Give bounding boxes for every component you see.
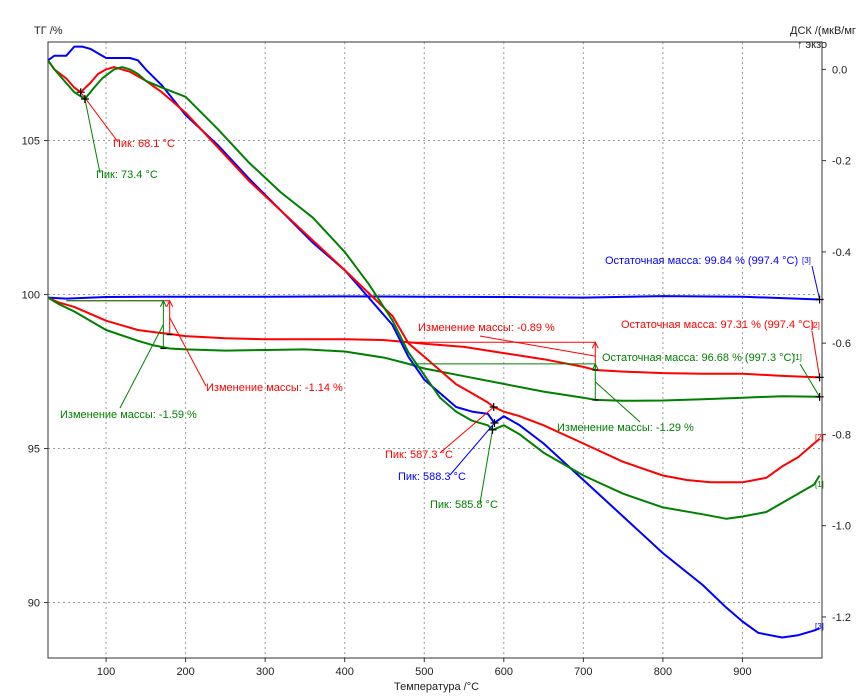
- series-tag-red-tg: [2]: [811, 321, 820, 330]
- tg-curve-blue: [47, 295, 820, 301]
- peak-leader-line: [479, 429, 494, 504]
- mass-change-label-red-2: Изменение массы: -0.89 %: [418, 322, 555, 334]
- mass-change-label-green-1: Изменение массы: -1.59 %: [60, 409, 197, 421]
- residual-mass-leader: [811, 265, 821, 300]
- series-tag-green-dsc: [1]: [815, 480, 824, 489]
- right-tick-label: -1.0: [832, 521, 851, 533]
- tg-curve-red: [47, 296, 820, 379]
- left-axis-title: ТГ /%: [34, 25, 63, 37]
- residual-mass-marker: [815, 392, 824, 401]
- dsc-curve-blue: [47, 45, 820, 639]
- axis-ticks: 100 200 300 400 500 600 700 800 900 105 100 95 90 0.0…: [22, 64, 851, 678]
- dsc-curve-green: [47, 59, 821, 520]
- residual-mass-label-blue: Остаточная масса: 99.84 % (997.4 °C): [605, 255, 798, 267]
- peak-label-green-73: Пик: 73.4 °C: [96, 169, 158, 181]
- x-tick-label: 400: [336, 666, 354, 678]
- right-axis-title: ДСК /(мкВ/мг): [790, 25, 856, 37]
- peak-label-green-585: Пик: 585.8 °C: [430, 499, 498, 511]
- mass-step-leader: [594, 381, 641, 423]
- x-tick-label: 500: [415, 666, 433, 678]
- x-tick-label: 600: [495, 666, 513, 678]
- x-axis-title: Температура /°C: [394, 681, 479, 693]
- tg-curve-green: [47, 296, 820, 402]
- peak-leader-line: [84, 98, 101, 174]
- x-tick-label: 100: [97, 666, 115, 678]
- peak-marker: [488, 425, 497, 434]
- residual-mass-label-red: Остаточная масса: 97.31 % (997.4 °C): [621, 319, 814, 331]
- mass-step-arrowhead: [166, 299, 174, 307]
- x-tick-label: 300: [256, 666, 274, 678]
- grid-lines: [48, 42, 822, 658]
- right-tick-label: -0.8: [832, 429, 851, 441]
- x-tick-label: 900: [733, 666, 751, 678]
- series-tag-green-tg: [1]: [793, 353, 802, 362]
- mass-step-leader: [479, 335, 596, 357]
- peak-leader-line: [449, 422, 495, 476]
- series-tag-blue-dsc: [3]: [815, 622, 824, 631]
- left-tick-label: 90: [28, 598, 40, 610]
- left-tick-label: 100: [22, 290, 40, 302]
- x-tick-label: 200: [176, 666, 194, 678]
- series-tag-blue-tg: [3]: [802, 256, 811, 265]
- x-tick-label: 700: [574, 666, 592, 678]
- peak-leader-line: [439, 406, 495, 454]
- mass-step-arrowhead: [591, 341, 599, 349]
- residual-mass-label-green: Остаточная масса: 96.68 % (997.3 °C): [602, 352, 795, 364]
- peak-marker: [490, 419, 499, 428]
- residual-mass-marker: [815, 373, 824, 382]
- peak-marker: [80, 95, 89, 104]
- mass-step-leader: [169, 317, 207, 387]
- right-axis-subtitle: ↑ экзо: [797, 39, 827, 51]
- mass-step-arrowhead: [591, 362, 599, 371]
- mass-change-label-green-2: Изменение массы: -1.29 %: [557, 422, 694, 434]
- peak-marker: [76, 88, 85, 97]
- mass-change-label-red-1: Изменение массы: -1.14 %: [206, 382, 343, 394]
- left-tick-label: 95: [28, 444, 40, 456]
- peak-leader-line: [80, 91, 119, 143]
- right-tick-label: -0.4: [832, 247, 851, 259]
- right-tick-label: -0.2: [832, 156, 851, 168]
- data-series: [47, 45, 821, 639]
- peak-marker: [489, 403, 498, 412]
- dsc-curve-red: [47, 59, 821, 484]
- right-tick-label: -0.6: [832, 338, 851, 350]
- mass-step-leader: [119, 324, 164, 409]
- peak-label-red-68: Пик: 68.1 °C: [113, 138, 175, 150]
- annotations: [66, 88, 824, 504]
- series-tag-red-dsc: [2]: [815, 433, 824, 442]
- peak-label-blue-588: Пик: 588.3 °C: [398, 471, 466, 483]
- residual-mass-marker: [815, 295, 824, 304]
- mass-step-arrowhead: [159, 299, 167, 307]
- right-tick-label: 0.0: [832, 64, 847, 76]
- residual-mass-leader: [799, 363, 821, 398]
- right-tick-label: -1.2: [832, 612, 851, 624]
- residual-mass-leader: [811, 330, 821, 378]
- x-tick-label: 800: [654, 666, 672, 678]
- left-tick-label: 105: [22, 136, 40, 148]
- plot-frame: [47, 41, 823, 659]
- peak-label-red-587: Пик: 587.3 °C: [385, 449, 453, 461]
